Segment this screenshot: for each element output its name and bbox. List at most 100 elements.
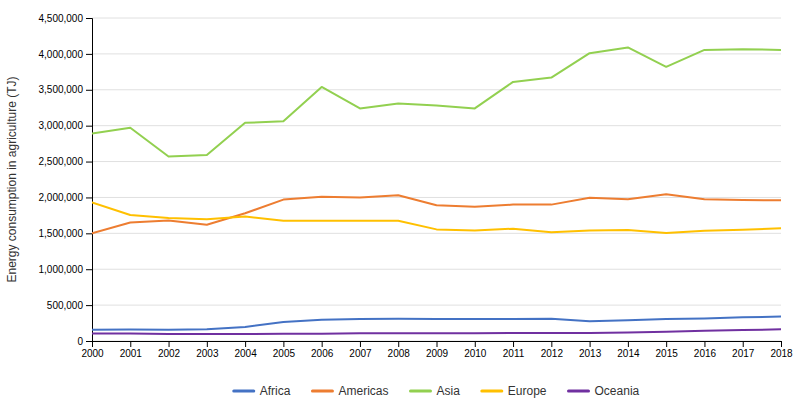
- tick-mark: [169, 341, 170, 347]
- grid-line: [92, 305, 781, 306]
- series-line: [92, 47, 781, 156]
- legend-swatch: [482, 390, 502, 393]
- tick-label: 2003: [196, 348, 219, 359]
- tick-label: 1,000,000: [39, 264, 84, 275]
- tick-mark: [704, 341, 705, 347]
- series-line: [92, 194, 781, 233]
- legend-label: Americas: [338, 384, 388, 398]
- y-tick: 1,000,000: [39, 264, 93, 275]
- x-tick: 2015: [656, 341, 679, 359]
- y-tick: 3,500,000: [39, 84, 93, 95]
- tick-mark: [86, 197, 92, 198]
- tick-label: 2,000,000: [39, 192, 84, 203]
- x-tick: 2007: [349, 341, 372, 359]
- legend: Africa Americas Asia Europe Oceania: [234, 384, 640, 398]
- series-line: [92, 329, 781, 334]
- x-tick: 2003: [196, 341, 219, 359]
- x-tick: 2006: [311, 341, 334, 359]
- chart: 0 500,000 1,000,000 1,500,000 2,000,000 2,500…: [0, 0, 806, 413]
- tick-mark: [86, 341, 92, 342]
- legend-label: Europe: [508, 384, 547, 398]
- tick-mark: [743, 341, 744, 347]
- tick-label: 2015: [656, 348, 679, 359]
- tick-mark: [781, 341, 782, 347]
- tick-label: 2012: [541, 348, 564, 359]
- series-group: [92, 47, 781, 334]
- x-tick: 2011: [503, 341, 525, 359]
- tick-label: 2017: [732, 348, 755, 359]
- tick-label: 2004: [234, 348, 257, 359]
- tick-label: 2016: [694, 348, 717, 359]
- x-tick: 2009: [426, 341, 449, 359]
- tick-label: 2008: [388, 348, 411, 359]
- legend-item: Oceania: [569, 384, 640, 398]
- x-tick: 2001: [120, 341, 143, 359]
- tick-label: 2000: [81, 348, 104, 359]
- tick-label: 2009: [426, 348, 449, 359]
- grid-line: [92, 269, 781, 270]
- series-line: [92, 202, 781, 233]
- tick-label: 3,000,000: [39, 120, 84, 131]
- tick-label: 3,500,000: [39, 84, 84, 95]
- x-tick: 2014: [617, 341, 640, 359]
- tick-mark: [437, 341, 438, 347]
- tick-mark: [322, 341, 323, 347]
- y-tick: 2,500,000: [39, 156, 93, 167]
- axis-domain: [93, 342, 782, 348]
- grid: [92, 18, 781, 341]
- tick-mark: [398, 341, 399, 347]
- tick-label: 2005: [273, 348, 296, 359]
- tick-mark: [130, 341, 131, 347]
- legend-swatch: [312, 390, 332, 393]
- tick-label: 4,000,000: [39, 49, 84, 60]
- axis-domain: [86, 19, 93, 342]
- tick-label: 2013: [579, 348, 602, 359]
- x-tick: 2004: [234, 341, 257, 359]
- x-tick: 2002: [158, 341, 181, 359]
- y-tick: 500,000: [47, 300, 92, 311]
- tick-label: 2006: [311, 348, 334, 359]
- x-tick: 2017: [732, 341, 755, 359]
- x-tick: 2016: [694, 341, 717, 359]
- tick-mark: [86, 126, 92, 127]
- tick-label: 2010: [464, 348, 487, 359]
- x-tick: 2008: [388, 341, 411, 359]
- tick-mark: [86, 305, 92, 306]
- tick-mark: [86, 18, 92, 19]
- tick-mark: [513, 341, 514, 347]
- tick-label: 500,000: [47, 300, 84, 311]
- tick-mark: [475, 341, 476, 347]
- grid-line: [92, 18, 781, 19]
- y-tick: 1,500,000: [39, 228, 93, 239]
- tick-mark: [590, 341, 591, 347]
- tick-mark: [86, 54, 92, 55]
- grid-line: [92, 197, 781, 198]
- grid-line: [92, 161, 781, 162]
- tick-mark: [628, 341, 629, 347]
- legend-label: Asia: [436, 384, 460, 398]
- tick-label: 2007: [349, 348, 372, 359]
- tick-mark: [86, 90, 92, 91]
- legend-swatch: [234, 390, 254, 393]
- tick-mark: [207, 341, 208, 347]
- y-tick: 4,000,000: [39, 49, 93, 60]
- tick-mark: [86, 162, 92, 163]
- legend-item: Asia: [410, 384, 460, 398]
- tick-mark: [666, 341, 667, 347]
- y-tick: 2,000,000: [39, 192, 93, 203]
- legend-swatch: [410, 390, 430, 393]
- x-tick: 2010: [464, 341, 487, 359]
- legend-label: Africa: [260, 384, 291, 398]
- grid-line: [92, 89, 781, 90]
- tick-mark: [360, 341, 361, 347]
- y-tick: 3,000,000: [39, 120, 93, 131]
- y-tick: 0: [77, 336, 92, 347]
- x-tick: 2000: [81, 341, 104, 359]
- legend-item: Europe: [482, 384, 547, 398]
- x-tick: 2018: [770, 341, 793, 359]
- tick-label: 2001: [120, 348, 143, 359]
- tick-mark: [86, 233, 92, 234]
- tick-mark: [551, 341, 552, 347]
- y-axis: 0 500,000 1,000,000 1,500,000 2,000,000 2,500…: [39, 13, 93, 347]
- tick-label: 2014: [617, 348, 640, 359]
